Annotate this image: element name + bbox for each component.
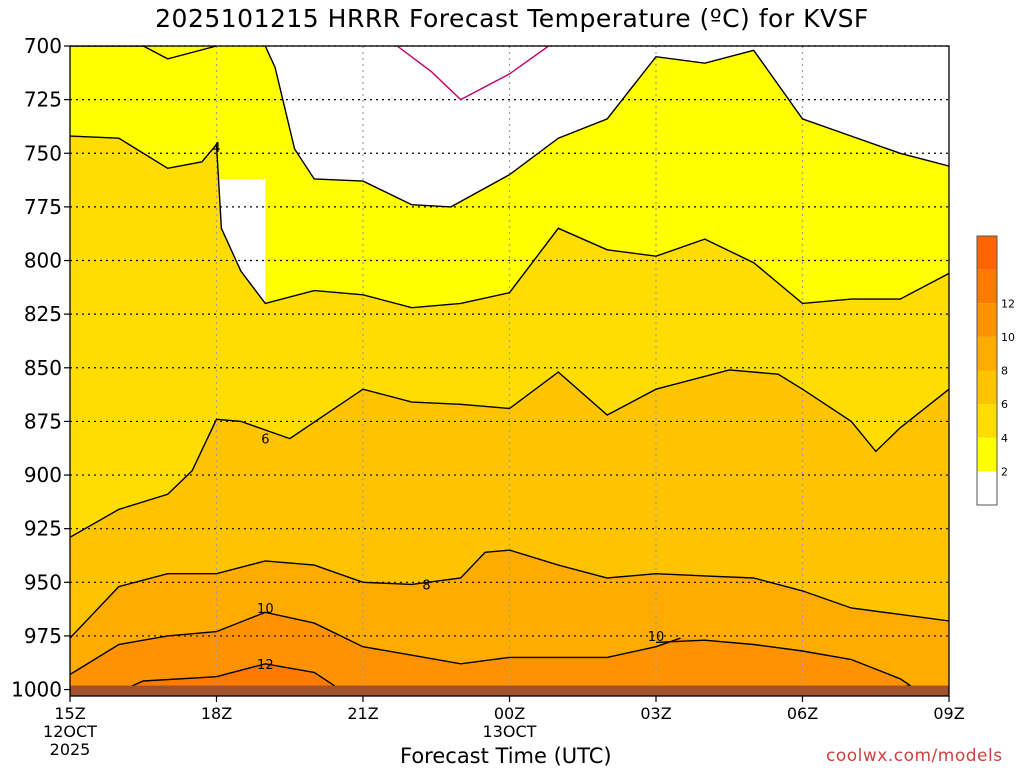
y-tick-label-1000: 1000 [11,678,62,702]
ground-strip-rect [70,685,949,696]
colorbar-box-3 [977,370,997,405]
x-tick-label-21Z-0: 21Z [347,704,378,723]
y-tick-label-900: 900 [24,463,62,487]
colorbar-box-6 [977,269,997,304]
colorbar-label-8: 8 [1001,365,1008,378]
x-axis-label: Forecast Time (UTC) [400,744,612,768]
ground-strip [70,685,949,696]
colorbar: 2 4 6 8 10 12 [976,235,1015,506]
x-tick-label-15Z-1: 12OCT [43,722,97,741]
y-tick-label-875: 875 [24,409,62,433]
contour-label-4: 4 [212,141,220,156]
contour-label-8: 8 [422,578,430,593]
x-tick-label-00Z-0: 00Z [494,704,525,723]
contour-label-10: 10 [257,602,274,617]
colorbar-label-2: 2 [1001,465,1008,478]
contour-labels: 4 6 8 10 10 12 [212,141,664,673]
fill-below-2-pocket [397,46,549,100]
y-tick-label-700: 700 [24,34,62,58]
contour-label-12: 12 [257,658,274,673]
colorbar-box-4 [977,336,997,371]
x-tick-label-15Z-0: 15Z [54,704,85,723]
temperature-filled-regions [70,46,949,696]
colorbar-box-5 [977,303,997,337]
colorbar-box-2 [977,404,997,438]
y-tick-label-975: 975 [24,624,62,648]
colorbar-frame [976,235,998,506]
y-tick-label-800: 800 [24,249,62,273]
chart-title: 2025101215 HRRR Forecast Temperature (ºC… [155,4,869,33]
x-tick-label-06Z-0: 06Z [787,704,818,723]
contour-6-seg-0 [70,369,949,538]
contour-label-6: 6 [261,433,269,448]
colorbar-box-1 [977,437,997,472]
colorbar-label-4: 4 [1001,432,1008,445]
colorbar-box-0 [977,471,997,505]
contour-lines [70,46,949,693]
y-tick-label-850: 850 [24,356,62,380]
contour-4-seg-1 [70,135,949,309]
x-tick-label-03Z-0: 03Z [640,704,671,723]
axes: 7007257507758008258508759009259509751000… [11,34,965,759]
y-tick-label-775: 775 [24,195,62,219]
contour-label-10: 10 [648,630,665,645]
contour-2-seg-0 [70,46,217,60]
colorbar-label-6: 6 [1001,398,1008,411]
contour-4-seg-0 [264,46,949,208]
y-tick-label-950: 950 [24,570,62,594]
contour-2-seg-0 [396,46,550,101]
y-tick-label-825: 825 [24,302,62,326]
x-tick-label-15Z-2: 2025 [50,740,91,759]
colorbar-box-7 [977,236,997,270]
x-tick-label-09Z-0: 09Z [933,704,964,723]
contour-10-seg-0 [70,611,681,676]
x-tick-label-18Z-0: 18Z [201,704,232,723]
y-tick-label-750: 750 [24,141,62,165]
contour-8-seg-0 [70,549,949,639]
contour-12-seg-0 [118,663,344,693]
colorbar-label-10: 10 [1001,331,1015,344]
colorbar-label-12: 12 [1001,297,1015,310]
x-tick-label-00Z-1: 13OCT [483,722,537,741]
credit-link[interactable]: coolwx.com/models [826,746,1003,766]
y-tick-label-725: 725 [24,88,62,112]
y-tick-label-925: 925 [24,517,62,541]
